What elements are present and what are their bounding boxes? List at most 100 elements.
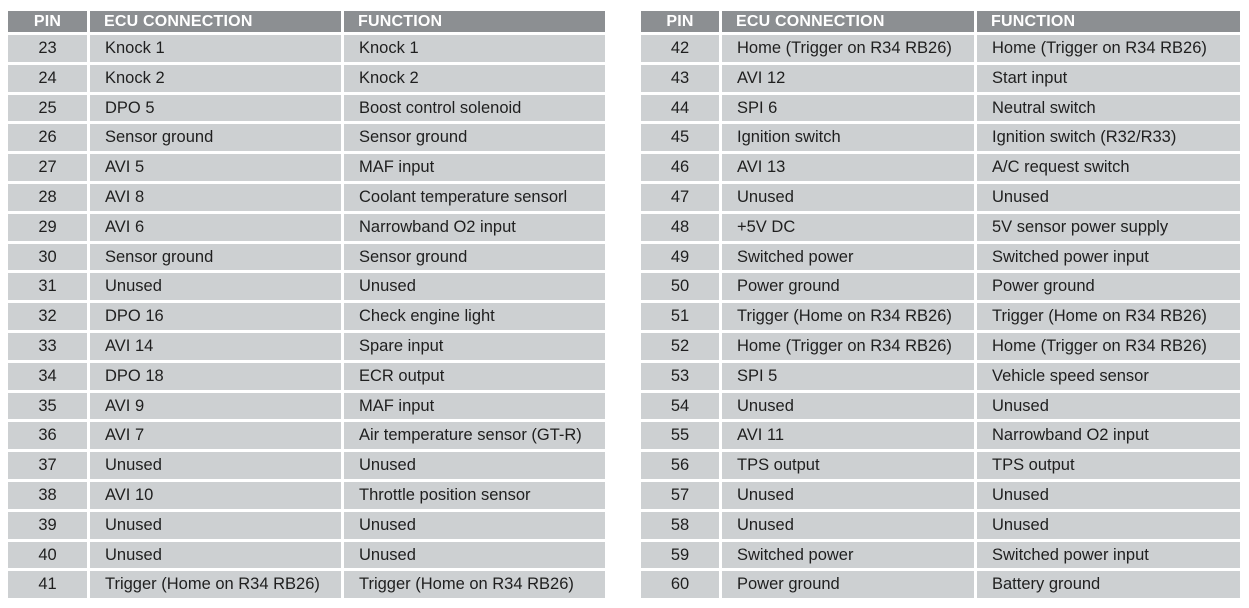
cell-ecu-connection: Unused xyxy=(90,541,341,569)
cell-ecu-connection: Power ground xyxy=(722,571,974,599)
table-row: 59 Switched power Switched power input xyxy=(641,541,1240,569)
cell-pin: 50 xyxy=(641,273,719,301)
cell-ecu-connection: TPS output xyxy=(722,452,974,479)
table-row: 55 AVI 11 Narrowband O2 input xyxy=(641,422,1240,450)
table-row: 58 Unused Unused xyxy=(641,511,1240,539)
table-row: 27 AVI 5 MAF input xyxy=(8,154,605,181)
cell-function: Trigger (Home on R34 RB26) xyxy=(977,303,1240,330)
cell-pin: 28 xyxy=(8,183,87,211)
cell-pin: 37 xyxy=(8,452,87,479)
cell-pin: 30 xyxy=(8,243,87,271)
cell-pin: 31 xyxy=(8,273,87,301)
table-row: 45 Ignition switch Ignition switch (R32/R3… xyxy=(641,124,1240,152)
cell-ecu-connection: AVI 5 xyxy=(90,154,341,181)
cell-function: MAF input xyxy=(344,392,605,420)
cell-ecu-connection: AVI 13 xyxy=(722,154,974,181)
cell-ecu-connection: DPO 5 xyxy=(90,94,341,122)
header-function: FUNCTION xyxy=(977,11,1240,32)
header-ecu-connection: ECU CONNECTION xyxy=(722,11,974,32)
table-row: 23 Knock 1 Knock 1 xyxy=(8,35,605,62)
cell-ecu-connection: Trigger (Home on R34 RB26) xyxy=(722,303,974,330)
cell-pin: 41 xyxy=(8,571,87,599)
cell-ecu-connection: Knock 1 xyxy=(90,35,341,62)
cell-ecu-connection: Power ground xyxy=(722,273,974,301)
pinout-table-left: PIN ECU CONNECTION FUNCTION 23 Knock 1 Kno… xyxy=(5,8,608,601)
cell-pin: 32 xyxy=(8,303,87,330)
cell-function: ECR output xyxy=(344,362,605,390)
cell-function: Power ground xyxy=(977,273,1240,301)
cell-pin: 51 xyxy=(641,303,719,330)
cell-pin: 23 xyxy=(8,35,87,62)
cell-function: TPS output xyxy=(977,452,1240,479)
table-row: 26 Sensor ground Sensor ground xyxy=(8,124,605,152)
cell-function: Throttle position sensor xyxy=(344,481,605,509)
cell-pin: 25 xyxy=(8,94,87,122)
cell-ecu-connection: +5V DC xyxy=(722,213,974,241)
cell-ecu-connection: Switched power xyxy=(722,243,974,271)
cell-ecu-connection: Unused xyxy=(722,183,974,211)
cell-pin: 53 xyxy=(641,362,719,390)
table-row: 47 Unused Unused xyxy=(641,183,1240,211)
cell-function: Boost control solenoid xyxy=(344,94,605,122)
table-row: 25 DPO 5 Boost control solenoid xyxy=(8,94,605,122)
cell-pin: 35 xyxy=(8,392,87,420)
table-row: 28 AVI 8 Coolant temperature sensorl xyxy=(8,183,605,211)
cell-ecu-connection: Unused xyxy=(90,452,341,479)
cell-pin: 46 xyxy=(641,154,719,181)
cell-function: Check engine light xyxy=(344,303,605,330)
cell-function: Unused xyxy=(344,541,605,569)
cell-ecu-connection: AVI 8 xyxy=(90,183,341,211)
cell-function: Unused xyxy=(977,392,1240,420)
cell-ecu-connection: Trigger (Home on R34 RB26) xyxy=(90,571,341,599)
cell-pin: 40 xyxy=(8,541,87,569)
cell-ecu-connection: Unused xyxy=(722,511,974,539)
table-row: 38 AVI 10 Throttle position sensor xyxy=(8,481,605,509)
table-row: 29 AVI 6 Narrowband O2 input xyxy=(8,213,605,241)
cell-pin: 27 xyxy=(8,154,87,181)
table-row: 36 AVI 7 Air temperature sensor (GT-R) xyxy=(8,422,605,450)
cell-pin: 44 xyxy=(641,94,719,122)
cell-ecu-connection: Sensor ground xyxy=(90,124,341,152)
cell-function: Switched power input xyxy=(977,541,1240,569)
cell-function: Start input xyxy=(977,64,1240,92)
cell-ecu-connection: Sensor ground xyxy=(90,243,341,271)
table-row: 57 Unused Unused xyxy=(641,481,1240,509)
cell-ecu-connection: AVI 12 xyxy=(722,64,974,92)
cell-pin: 56 xyxy=(641,452,719,479)
table-row: 34 DPO 18 ECR output xyxy=(8,362,605,390)
cell-function: Knock 1 xyxy=(344,35,605,62)
cell-ecu-connection: Home (Trigger on R34 RB26) xyxy=(722,332,974,360)
table-row: 35 AVI 9 MAF input xyxy=(8,392,605,420)
table-row: 41 Trigger (Home on R34 RB26) Trigger (Hom… xyxy=(8,571,605,599)
cell-ecu-connection: DPO 16 xyxy=(90,303,341,330)
cell-function: Ignition switch (R32/R33) xyxy=(977,124,1240,152)
table-row: 48 +5V DC 5V sensor power supply xyxy=(641,213,1240,241)
header-row: PIN ECU CONNECTION FUNCTION xyxy=(641,11,1240,32)
table-row: 53 SPI 5 Vehicle speed sensor xyxy=(641,362,1240,390)
cell-function: Unused xyxy=(344,511,605,539)
cell-function: A/C request switch xyxy=(977,154,1240,181)
cell-function: Switched power input xyxy=(977,243,1240,271)
table-row: 33 AVI 14 Spare input xyxy=(8,332,605,360)
table-row: 56 TPS output TPS output xyxy=(641,452,1240,479)
header-pin: PIN xyxy=(641,11,719,32)
cell-pin: 42 xyxy=(641,35,719,62)
cell-ecu-connection: Knock 2 xyxy=(90,64,341,92)
table-row: 60 Power ground Battery ground xyxy=(641,571,1240,599)
cell-ecu-connection: DPO 18 xyxy=(90,362,341,390)
table-row: 32 DPO 16 Check engine light xyxy=(8,303,605,330)
table-row: 24 Knock 2 Knock 2 xyxy=(8,64,605,92)
cell-pin: 45 xyxy=(641,124,719,152)
table-row: 50 Power ground Power ground xyxy=(641,273,1240,301)
header-function: FUNCTION xyxy=(344,11,605,32)
cell-function: Narrowband O2 input xyxy=(977,422,1240,450)
table-header: PIN ECU CONNECTION FUNCTION xyxy=(8,11,605,32)
table-row: 31 Unused Unused xyxy=(8,273,605,301)
cell-function: Unused xyxy=(977,183,1240,211)
cell-ecu-connection: AVI 11 xyxy=(722,422,974,450)
table-row: 44 SPI 6 Neutral switch xyxy=(641,94,1240,122)
cell-function: Unused xyxy=(344,273,605,301)
cell-function: Air temperature sensor (GT-R) xyxy=(344,422,605,450)
cell-function: 5V sensor power supply xyxy=(977,213,1240,241)
table-row: 52 Home (Trigger on R34 RB26) Home (Trigge… xyxy=(641,332,1240,360)
